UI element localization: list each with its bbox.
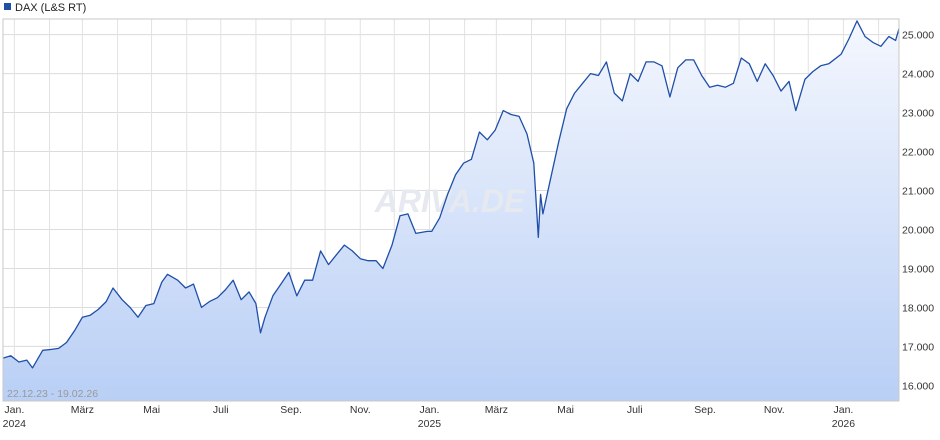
x-tick-label: Sep. [280,404,302,416]
x-tick-label: Jan. [4,404,24,416]
x-tick-year-label: 2026 [832,418,856,430]
x-tick-year-label: 2024 [3,418,27,430]
y-tick-label: 21.000 [902,186,934,198]
x-tick-label: Juli [627,404,643,416]
y-tick-label: 23.000 [902,108,934,120]
x-tick-label: Nov. [764,404,785,416]
x-tick-label: Nov. [350,404,371,416]
y-tick-label: 24.000 [902,69,934,81]
x-tick-label: Mai [143,404,160,416]
x-tick-label: Juli [213,404,229,416]
date-range-label: 22.12.23 - 19.02.26 [7,388,98,400]
x-tick-label: Jan. [833,404,853,416]
x-tick-label: Jan. [420,404,440,416]
y-tick-label: 22.000 [902,147,934,159]
y-tick-label: 16.000 [902,380,934,392]
price-line [2,20,900,369]
x-tick-label: März [71,404,94,416]
y-tick-label: 19.000 [902,263,934,275]
legend-swatch [4,3,11,10]
y-tick-label: 20.000 [902,224,934,236]
x-tick-label: Mai [557,404,574,416]
y-tick-label: 18.000 [902,302,934,314]
x-tick-label: Sep. [694,404,716,416]
y-tick-label: 25.000 [902,30,934,42]
y-tick-label: 17.000 [902,341,934,353]
y-axis-labels: 16.000 17.000 18.000 19.000 20.000 21.000 22.0… [902,30,934,393]
x-tick-year-label: 2025 [418,418,442,430]
legend-label: DAX (L&S RT) [15,2,86,14]
x-axis-labels: Jan. 2024 März Mai Juli Sep. Nov. Jan. 2025 März M… [3,404,856,430]
plot-border [2,18,900,402]
x-tick-label: März [485,404,508,416]
price-area-fill [3,20,899,402]
